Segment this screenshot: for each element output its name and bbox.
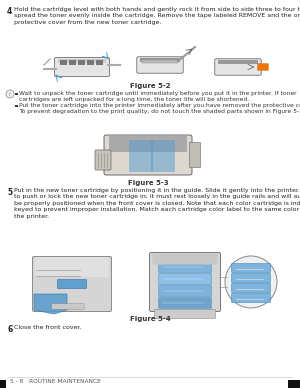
Text: Figure 5-2: Figure 5-2 (130, 83, 170, 89)
FancyBboxPatch shape (215, 59, 261, 75)
FancyBboxPatch shape (32, 256, 112, 312)
FancyBboxPatch shape (58, 279, 86, 289)
Bar (142, 60, 178, 63)
FancyBboxPatch shape (137, 57, 183, 73)
FancyBboxPatch shape (55, 57, 110, 76)
Polygon shape (34, 294, 67, 314)
FancyBboxPatch shape (159, 262, 212, 272)
Text: 4: 4 (7, 7, 12, 16)
Text: 5 - 8   ROUTINE MAINTENANCE: 5 - 8 ROUTINE MAINTENANCE (10, 379, 101, 384)
FancyBboxPatch shape (95, 150, 111, 170)
FancyBboxPatch shape (159, 274, 212, 284)
Circle shape (225, 256, 277, 308)
FancyBboxPatch shape (159, 286, 212, 296)
FancyBboxPatch shape (232, 274, 270, 282)
FancyBboxPatch shape (104, 135, 192, 175)
Text: 6: 6 (7, 325, 12, 334)
Bar (15, 92, 17, 95)
FancyBboxPatch shape (154, 310, 215, 319)
FancyBboxPatch shape (232, 294, 270, 302)
Text: Hold the cartridge level with both hands and gently rock it from side to side th: Hold the cartridge level with both hands… (14, 7, 300, 25)
FancyBboxPatch shape (232, 284, 270, 293)
Text: Figure 5-3: Figure 5-3 (128, 180, 168, 186)
Bar (87, 60, 94, 65)
Bar (0, 380, 6, 388)
FancyBboxPatch shape (159, 298, 212, 308)
FancyBboxPatch shape (258, 64, 268, 70)
Bar (69, 60, 76, 65)
FancyBboxPatch shape (35, 257, 109, 277)
Bar (218, 60, 258, 64)
Text: i: i (9, 92, 11, 97)
Bar (58, 59, 106, 63)
FancyBboxPatch shape (109, 136, 187, 152)
Text: Close the front cover.: Close the front cover. (14, 325, 82, 330)
Bar (140, 58, 180, 62)
Bar (60, 60, 67, 65)
FancyBboxPatch shape (151, 140, 175, 172)
Text: Put in the new toner cartridge by positioning it in the guide. Slide it gently i: Put in the new toner cartridge by positi… (14, 188, 300, 218)
Circle shape (6, 90, 14, 98)
Bar (96, 60, 103, 65)
FancyBboxPatch shape (190, 142, 200, 168)
Text: Wait to unpack the toner cartridge until immediately before you put it in the pr: Wait to unpack the toner cartridge until… (19, 91, 297, 102)
Bar (78, 60, 85, 65)
FancyBboxPatch shape (149, 253, 220, 312)
Bar (288, 380, 300, 388)
FancyBboxPatch shape (232, 263, 270, 272)
FancyBboxPatch shape (52, 304, 84, 309)
FancyBboxPatch shape (129, 140, 153, 172)
Text: Figure 5-4: Figure 5-4 (130, 316, 170, 322)
Text: 5: 5 (7, 188, 12, 197)
Text: Put the toner cartridge into the printer immediately after you have removed the : Put the toner cartridge into the printer… (19, 103, 300, 114)
Bar (15, 104, 17, 107)
FancyBboxPatch shape (152, 253, 218, 265)
